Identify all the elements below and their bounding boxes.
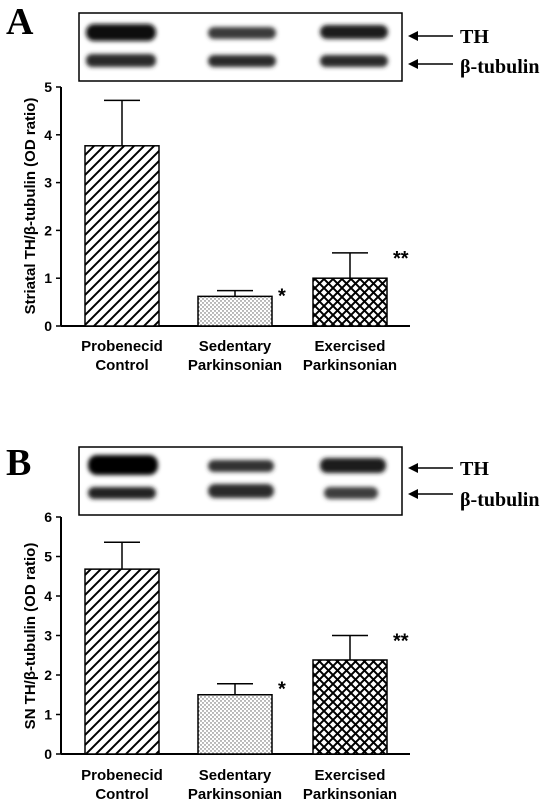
blot-arrow-tubulin-a <box>408 59 453 69</box>
western-blot-b <box>78 446 403 516</box>
bar <box>197 694 273 755</box>
panel-a: A TH β-tubulin 0 1 2 3 4 5 Probenecid Control * S… <box>6 1 539 374</box>
y-tick-label: 5 <box>44 549 52 565</box>
panel-letter-b: B <box>6 442 31 484</box>
category-label: Exercised Parkinsonian <box>303 767 397 803</box>
category-label: Sedentary Parkinsonian <box>188 338 282 374</box>
y-tick-label: 4 <box>44 588 52 604</box>
y-axis-label-a: Striatal TH/β-tubulin (OD ratio) <box>22 98 39 315</box>
panel-b: B TH β-tubulin 0 1 2 3 4 5 6 Probenecid Control *… <box>6 442 539 803</box>
y-tick-label: 2 <box>44 222 52 238</box>
y-tick-label: 3 <box>44 628 52 644</box>
error-bar <box>332 634 368 660</box>
significance-marker: ** <box>393 248 409 270</box>
significance-marker: * <box>278 286 286 308</box>
bar <box>197 295 273 327</box>
blot-label-th-b: TH <box>460 458 489 480</box>
western-blot-a <box>78 12 403 82</box>
category-label: Sedentary Parkinsonian <box>188 767 282 803</box>
bar <box>312 659 388 755</box>
panel-letter-a: A <box>6 1 34 43</box>
y-tick-label: 3 <box>44 175 52 191</box>
y-tick-label: 0 <box>44 746 52 762</box>
blot-label-tubulin-b: β-tubulin <box>460 489 539 511</box>
bar <box>312 277 388 327</box>
blot-arrow-tubulin-b <box>408 489 453 499</box>
significance-marker: * <box>278 679 286 701</box>
bar <box>84 145 160 327</box>
y-tick-label: 4 <box>44 127 52 143</box>
y-tick-label: 2 <box>44 667 52 683</box>
blot-label-tubulin-a: β-tubulin <box>460 56 539 78</box>
error-bar <box>104 99 140 146</box>
y-axis-label-b: SN TH/β-tubulin (OD ratio) <box>22 543 39 730</box>
y-tick-label: 5 <box>44 79 52 95</box>
bar <box>84 568 160 755</box>
error-bar <box>217 289 253 297</box>
error-bar <box>104 541 140 570</box>
error-bar <box>332 252 368 279</box>
y-tick-label: 6 <box>44 509 52 525</box>
y-tick-label: 1 <box>44 270 52 286</box>
significance-marker: ** <box>393 631 409 653</box>
y-tick-label: 1 <box>44 707 52 723</box>
blot-label-th-a: TH <box>460 26 489 48</box>
category-label: Probenecid Control <box>81 767 163 803</box>
error-bar <box>217 682 253 695</box>
bar-chart-a: 0 1 2 3 4 5 Probenecid Control * Sedentary Parkins… <box>44 79 410 374</box>
blot-arrow-th-a <box>408 31 453 41</box>
category-label: Exercised Parkinsonian <box>303 338 397 374</box>
blot-arrow-th-b <box>408 463 453 473</box>
bar-chart-b: 0 1 2 3 4 5 6 Probenecid Control * Sedentary Parkin… <box>44 509 410 803</box>
y-tick-label: 0 <box>44 318 52 334</box>
category-label: Probenecid Control <box>81 338 163 374</box>
